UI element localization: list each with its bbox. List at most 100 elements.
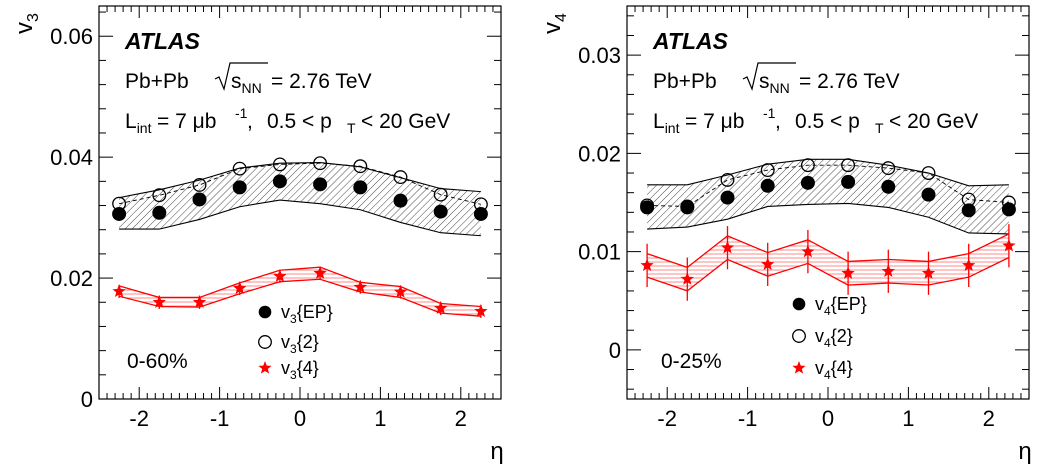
v4cumulant-band-lower-edge xyxy=(118,278,481,317)
ep-point xyxy=(152,205,167,220)
four-particle-point xyxy=(393,284,408,298)
centrality-label: 0-25% xyxy=(661,350,722,373)
luminosity-symbol: Lint xyxy=(653,110,680,136)
atlas-label: ATLAS xyxy=(652,28,729,54)
ep-point xyxy=(961,203,976,218)
two-particle-point xyxy=(921,166,936,180)
y-tick-label: 0.04 xyxy=(50,145,93,170)
pt-range-tail: < 20 GeV xyxy=(889,110,978,133)
y-tick-label: 0.02 xyxy=(578,141,621,166)
two-particle-point xyxy=(353,159,368,174)
v4-panel: -2 -1 0 1 2 0 0.01 0.02 0.03 v4 η ATLAS Pb+Pb sNN = 2.… xyxy=(539,5,1032,465)
x-tick-label: 1 xyxy=(902,406,914,431)
ep-band-lower-edge xyxy=(647,202,1009,235)
luminosity-label: = 7 μb xyxy=(157,110,216,133)
two-particle-point xyxy=(640,198,655,213)
legend-filled-circle-icon xyxy=(792,297,806,311)
y-tick-label: 0.06 xyxy=(50,24,93,49)
y-tick-label: 0 xyxy=(609,338,621,363)
two-particle-point xyxy=(393,170,408,185)
x-tick-label: -2 xyxy=(129,406,149,431)
energy-symbol: sNN xyxy=(759,70,790,96)
ep-point xyxy=(192,192,207,207)
luminosity-label: = 7 μb xyxy=(685,110,744,133)
four-particle-point xyxy=(152,295,166,308)
ep-point xyxy=(720,190,735,205)
two-particle-point xyxy=(881,161,896,176)
ep-systematic-band xyxy=(119,162,481,236)
x-tick-label: 2 xyxy=(455,406,467,431)
legend-star-icon xyxy=(258,361,272,374)
pt-label: 0.5 < p xyxy=(795,110,860,133)
two-particle-point xyxy=(800,158,815,173)
four-particle-point xyxy=(720,240,735,254)
four-particle-point xyxy=(640,258,654,272)
ep-band-lower-edge xyxy=(119,199,481,237)
ep-point xyxy=(272,174,287,189)
four-particle-point xyxy=(434,301,448,314)
comma: , xyxy=(775,110,781,133)
legend-label-4: v3{4} xyxy=(281,358,319,382)
x-tick-label: 0 xyxy=(822,406,834,431)
ep-point xyxy=(433,204,448,219)
v4cumulant-band-upper-edge xyxy=(646,233,1010,269)
v4cumulant-band-upper-edge xyxy=(118,266,481,308)
two-particle-point xyxy=(841,158,856,173)
x-tick-label: -1 xyxy=(210,406,230,431)
four-particle-point xyxy=(313,266,327,279)
y-axis-label: v3 xyxy=(11,13,42,34)
four-particle-point xyxy=(841,266,855,279)
atlas-label: ATLAS xyxy=(124,28,201,54)
four-particle-point xyxy=(962,258,976,272)
four-particle-point xyxy=(801,244,815,258)
x-tick-label: -1 xyxy=(738,406,758,431)
four-particle-point xyxy=(353,280,367,293)
two-particle-point xyxy=(720,172,735,187)
ep-point xyxy=(800,175,815,190)
four-particle-point xyxy=(233,281,247,295)
pt-subscript: T xyxy=(875,120,884,136)
v4cumulant-band xyxy=(647,233,1009,291)
two-particle-point xyxy=(680,199,695,214)
two-particle-point xyxy=(760,163,775,178)
v3-panel: -2 -1 0 1 2 0 0.02 0.04 0.06 v3 η ATLAS Pb+Pb sNN = 2.… xyxy=(11,5,504,465)
v4cumulant-band-lower-edge xyxy=(646,256,1010,292)
luminosity-exponent: -1 xyxy=(235,105,248,121)
ep-point xyxy=(353,180,368,195)
legend-label-2: v3{2} xyxy=(281,332,319,356)
legend-label-ep: v3{EP} xyxy=(281,302,333,326)
four-particle-point xyxy=(881,264,895,277)
four-particle-point xyxy=(474,304,488,317)
pt-label: 0.5 < p xyxy=(267,110,332,133)
two-particle-point xyxy=(272,157,287,172)
energy-label: = 2.76 TeV xyxy=(799,70,900,93)
v2-dashed-line xyxy=(119,162,482,205)
v2-dashed-line xyxy=(647,164,1009,207)
centrality-label: 0-60% xyxy=(127,350,188,373)
pt-range-tail: < 20 GeV xyxy=(361,110,450,133)
x-tick-label: -2 xyxy=(657,406,677,431)
comma: , xyxy=(247,110,253,133)
x-axis-label: η xyxy=(490,438,503,465)
x-tick-label: 0 xyxy=(294,406,306,431)
legend-label-ep: v4{EP} xyxy=(815,294,867,318)
y-tick-label: 0.03 xyxy=(578,43,621,68)
legend-filled-circle-icon xyxy=(258,305,272,319)
x-tick-label: 2 xyxy=(983,406,995,431)
legend-label-2: v4{2} xyxy=(815,326,853,350)
four-particle-point xyxy=(761,257,775,271)
ep-point xyxy=(881,179,896,194)
ep-point xyxy=(841,174,856,189)
legend-label-4: v4{4} xyxy=(815,358,853,382)
legend-star-icon xyxy=(792,361,806,374)
four-particle-point xyxy=(112,284,126,298)
energy-label: = 2.76 TeV xyxy=(271,70,372,93)
y-tick-label: 0.02 xyxy=(50,266,93,291)
x-axis-label: η xyxy=(1018,438,1031,465)
y-tick-label: 0 xyxy=(81,387,93,412)
y-tick-label: 0.01 xyxy=(578,240,621,265)
two-particle-point xyxy=(433,187,448,202)
four-particle-point xyxy=(192,295,207,308)
ep-point xyxy=(921,187,936,202)
ep-systematic-band xyxy=(647,159,1009,234)
